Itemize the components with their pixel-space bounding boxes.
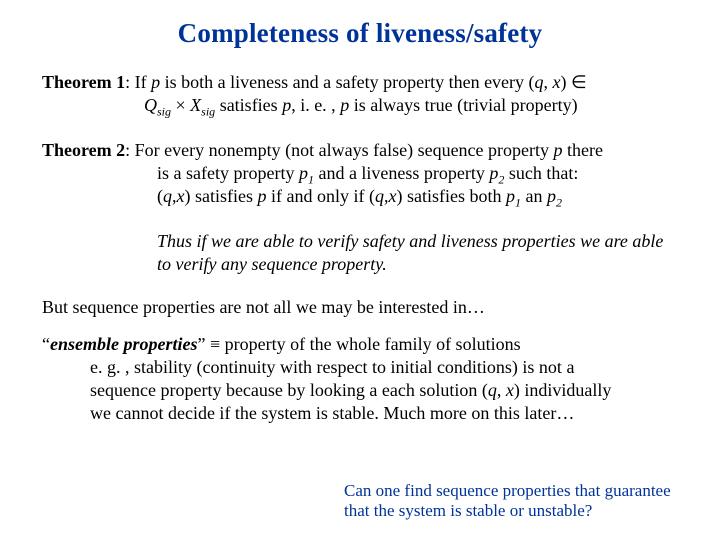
text: ” ≡ property of the whole family of solu…	[197, 334, 520, 354]
var-x: x	[553, 72, 561, 92]
var-p: p	[299, 163, 308, 183]
subscript-2: 2	[556, 196, 562, 210]
but-line: But sequence properties are not all we m…	[42, 296, 678, 319]
var-Q: Q	[144, 95, 157, 115]
text: satisfies	[215, 95, 282, 115]
subscript-sig: sig	[201, 105, 215, 119]
text: sequence property because by looking a e…	[90, 380, 488, 400]
set-Xsig: Xsig	[190, 95, 215, 115]
var-q: q	[375, 186, 384, 206]
slide-title: Completeness of liveness/safety	[42, 18, 678, 49]
text: is both a liveness and a safety property…	[160, 72, 534, 92]
theorem-2: Theorem 2: For every nonempty (not alway…	[42, 139, 678, 208]
ensemble-eg-line3: we cannot decide if the system is stable…	[42, 402, 678, 425]
text: ,	[544, 72, 553, 92]
text: if and only if (	[266, 186, 374, 206]
text: ) individually	[514, 380, 612, 400]
text: is a safety property	[157, 163, 299, 183]
var-p: p	[282, 95, 291, 115]
theorem-1: Theorem 1: If p is both a liveness and a…	[42, 71, 678, 117]
theorem-2-line2: is a safety property p1 and a liveness p…	[42, 162, 678, 185]
var-x: x	[506, 380, 514, 400]
text: , i. e. ,	[291, 95, 340, 115]
text: ×	[171, 95, 190, 115]
var-x: x	[177, 186, 185, 206]
text: ) ∈	[561, 72, 587, 92]
text: is always true (trivial property)	[349, 95, 577, 115]
var-p: p	[547, 186, 556, 206]
text: ) satisfies both	[396, 186, 506, 206]
theorem-1-line2: Qsig × Xsig satisfies p, i. e. , p is al…	[42, 94, 678, 117]
text: : If	[125, 72, 151, 92]
var-p: p	[151, 72, 160, 92]
var-p1: p1	[299, 163, 314, 183]
var-p: p	[554, 140, 563, 160]
var-X: X	[190, 95, 201, 115]
var-p2: p2	[489, 163, 504, 183]
theorem-2-line3: (q,x) satisfies p if and only if (q,x) s…	[42, 185, 678, 208]
var-q: q	[488, 380, 497, 400]
text: an	[521, 186, 547, 206]
callout-question: Can one find sequence properties that gu…	[344, 481, 684, 522]
theorem-2-label: Theorem 2	[42, 140, 125, 160]
var-p1: p1	[506, 186, 521, 206]
corollary-thus: Thus if we are able to verify safety and…	[42, 230, 678, 276]
var-p2: p2	[547, 186, 562, 206]
text: and a liveness property	[314, 163, 489, 183]
subscript-sig: sig	[157, 105, 171, 119]
var-q: q	[535, 72, 544, 92]
text: there	[563, 140, 603, 160]
ensemble-eg-line2: sequence property because by looking a e…	[42, 379, 678, 402]
text: ,	[497, 380, 506, 400]
theorem-1-label: Theorem 1	[42, 72, 125, 92]
term-ensemble-properties: ensemble properties	[50, 334, 197, 354]
ensemble-paragraph: “ensemble properties” ≡ property of the …	[42, 333, 678, 425]
slide: Completeness of liveness/safety Theorem …	[0, 0, 720, 540]
ensemble-eg-line1: e. g. , stability (continuity with respe…	[42, 356, 678, 379]
var-q: q	[163, 186, 172, 206]
text: : For every nonempty (not always false) …	[125, 140, 553, 160]
text: ) satisfies	[185, 186, 258, 206]
text: “	[42, 334, 50, 354]
set-Qsig: Qsig	[144, 95, 171, 115]
var-p: p	[506, 186, 515, 206]
text: such that:	[504, 163, 578, 183]
var-p: p	[340, 95, 349, 115]
